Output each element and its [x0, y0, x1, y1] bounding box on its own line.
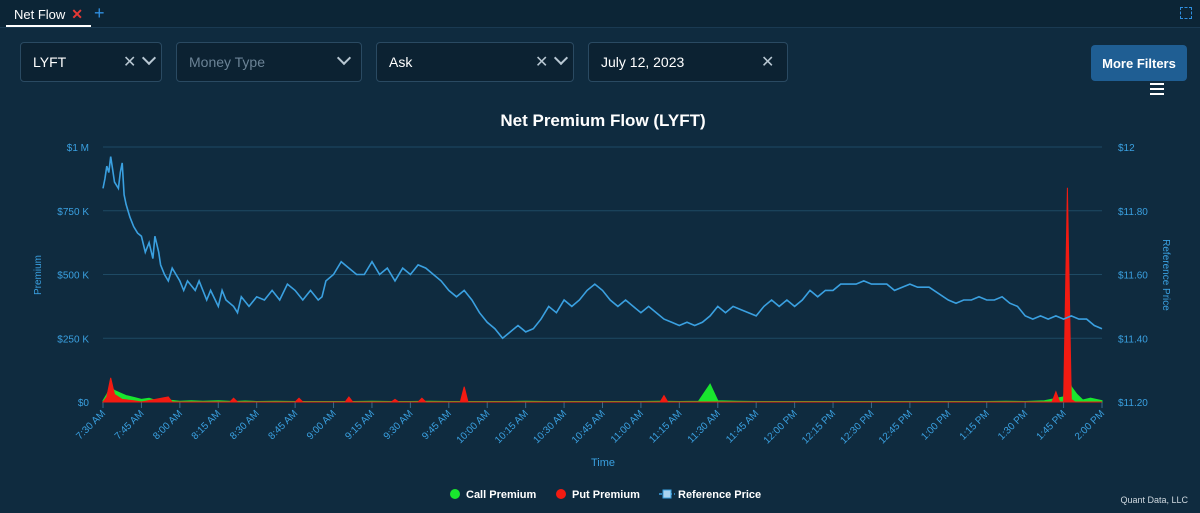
date-picker[interactable]: July 12, 2023 ✕ — [588, 42, 788, 82]
x-tick-label: 9:00 AM — [305, 408, 339, 442]
more-filters-button[interactable]: More Filters — [1091, 45, 1187, 81]
x-tick-label: 9:45 AM — [420, 408, 454, 442]
x-tick-label: 11:30 AM — [686, 408, 723, 445]
ticker-select[interactable]: LYFT ✕ — [20, 42, 162, 82]
y-axis-ticks: $0 $250 K $500 K $750 K $1 M — [57, 143, 89, 409]
legend-label[interactable]: Reference Price — [678, 489, 761, 501]
x-tick-label: 9:15 AM — [343, 408, 377, 442]
x-tick-label: 9:30 AM — [382, 408, 416, 442]
money-type-placeholder: Money Type — [189, 54, 266, 70]
y-tick-label: $250 K — [57, 334, 89, 345]
y2-axis-label: Reference Price — [1160, 239, 1171, 311]
close-icon[interactable]: ✕ — [71, 5, 84, 22]
x-tick-label: 12:30 PM — [839, 408, 877, 446]
expand-icon[interactable] — [1180, 7, 1192, 19]
x-tick-label: 10:00 AM — [455, 408, 493, 446]
add-tab-icon[interactable]: + — [94, 3, 105, 23]
reference-price-line — [102, 156, 1103, 340]
grid-lines — [103, 146, 1102, 403]
y-axis-label: Premium — [33, 255, 44, 295]
y-tick-label: $750 K — [57, 207, 89, 218]
tab-net-flow[interactable]: Net Flow ✕ — [6, 3, 92, 27]
x-tick-label: 7:30 AM — [74, 408, 108, 442]
money-type-select[interactable]: Money Type — [176, 42, 362, 82]
x-tick-label: 10:30 AM — [532, 408, 570, 446]
tab-label: Net Flow — [14, 6, 66, 22]
x-tick-label: 8:00 AM — [151, 408, 185, 442]
net-flow-panel: LYFT ✕ Money Type Ask ✕ July 12, 2023 ✕ … — [10, 29, 1198, 513]
tab-bar: Net Flow ✕ + — [0, 0, 1200, 28]
y-tick-label: $0 — [78, 398, 90, 409]
x-tick-label: 8:30 AM — [228, 408, 262, 442]
x-tick-label: 10:45 AM — [570, 408, 608, 446]
x-tick-label: 12:45 PM — [877, 408, 915, 446]
x-tick-label: 8:45 AM — [267, 408, 301, 442]
y2-axis-ticks: $11.20 $11.40 $11.60 $11.80 $12 — [1118, 143, 1148, 409]
clear-icon[interactable]: ✕ — [123, 54, 137, 71]
y-tick-label: $1 M — [67, 143, 89, 154]
clear-icon[interactable]: ✕ — [761, 54, 775, 71]
y2-tick-label: $11.80 — [1118, 207, 1148, 218]
series-group — [102, 156, 1103, 403]
x-axis-label: Time — [591, 457, 615, 469]
legend: Call Premium Put Premium Reference Price — [450, 489, 761, 501]
legend-marker — [450, 489, 460, 499]
x-tick-label: 8:15 AM — [190, 408, 224, 442]
y2-tick-label: $11.60 — [1118, 271, 1148, 282]
chart-title: Net Premium Flow (LYFT) — [500, 111, 705, 130]
side-select[interactable]: Ask ✕ — [376, 42, 574, 82]
put-premium-area — [102, 187, 1102, 403]
y2-tick-label: $11.20 — [1118, 398, 1148, 409]
x-tick-label: 2:00 PM — [1073, 408, 1107, 442]
call-premium-area — [102, 358, 1103, 403]
x-tick-label: 11:15 AM — [647, 408, 684, 445]
x-tick-label: 12:15 PM — [800, 408, 838, 446]
x-tick-label: 12:00 PM — [762, 408, 800, 446]
legend-label[interactable]: Put Premium — [572, 489, 640, 501]
x-tick-label: 1:00 PM — [919, 408, 953, 442]
y2-tick-label: $11.40 — [1118, 334, 1148, 345]
legend-label[interactable]: Call Premium — [466, 489, 537, 501]
chart-menu-icon[interactable] — [1150, 83, 1164, 98]
x-tick-label: 7:45 AM — [113, 408, 147, 442]
x-tick-label: 1:15 PM — [958, 408, 992, 442]
ticker-value: LYFT — [33, 54, 67, 70]
date-value: July 12, 2023 — [601, 54, 685, 70]
clear-icon[interactable]: ✕ — [535, 54, 549, 71]
x-tick-label: 11:45 AM — [724, 408, 761, 445]
x-tick-label: 11:00 AM — [609, 408, 646, 445]
credits: Quant Data, LLC — [1120, 495, 1188, 505]
side-value: Ask — [389, 54, 413, 70]
x-tick-label: 10:15 AM — [493, 408, 531, 446]
legend-marker — [556, 489, 566, 499]
y-tick-label: $500 K — [57, 271, 89, 282]
x-tick-label: 1:30 PM — [996, 408, 1030, 442]
x-axis-ticks: 7:30 AM 7:45 AM 8:00 AM 8:15 AM 8:30 AM 8:45 … — [74, 402, 1107, 446]
x-tick-label: 1:45 PM — [1035, 408, 1069, 442]
y2-tick-label: $12 — [1118, 143, 1135, 154]
legend-marker — [662, 489, 672, 499]
